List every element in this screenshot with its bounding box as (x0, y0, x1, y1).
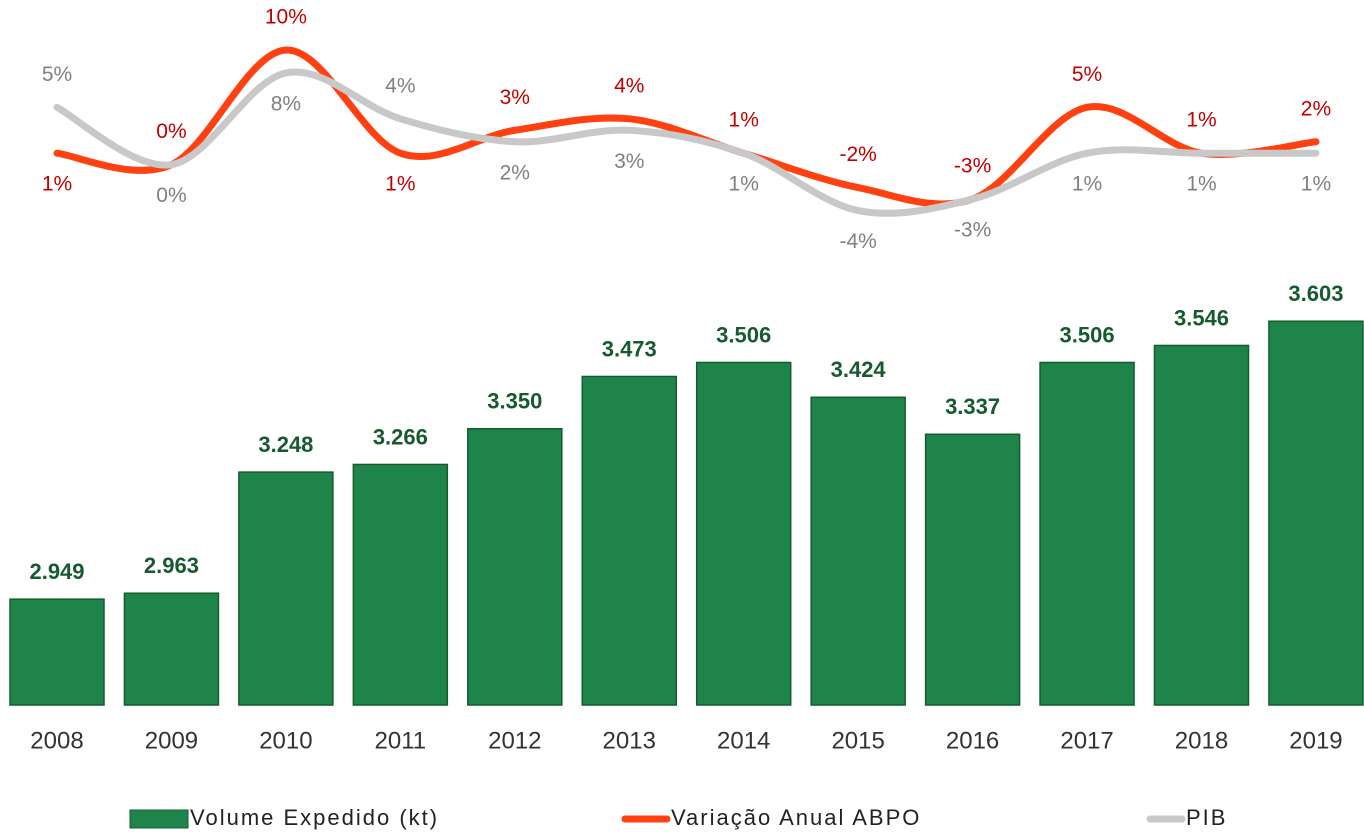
x-tick-label: 2019 (1289, 727, 1342, 754)
line-value-label: -3% (954, 155, 991, 178)
bar-value-label: 3.473 (602, 336, 657, 361)
line-value-label: 10% (265, 6, 307, 29)
bar-value-label: 2.963 (144, 553, 199, 578)
x-tick-label: 2016 (946, 727, 999, 754)
legend-label: PIB (1186, 805, 1227, 830)
line-value-label: 4% (385, 74, 415, 97)
line-value-label: 1% (1186, 173, 1216, 196)
line-value-label: 8% (271, 92, 301, 115)
x-tick-label: 2015 (831, 727, 884, 754)
line-value-label: 1% (1186, 109, 1216, 132)
bar-value-label: 3.546 (1174, 305, 1229, 330)
line-value-label: 0% (156, 184, 186, 207)
bar (123, 592, 220, 706)
x-tick-label: 2008 (30, 727, 83, 754)
line-value-label: -3% (954, 219, 991, 242)
bar-value-label: 3.350 (487, 389, 542, 414)
line-value-label: 1% (1301, 173, 1331, 196)
bar (695, 361, 792, 706)
line-value-label: 1% (729, 109, 759, 132)
x-tick-label: 2012 (488, 727, 541, 754)
bar (581, 375, 677, 706)
line-value-label: 2% (500, 161, 530, 184)
bar-value-label: 3.424 (831, 357, 887, 382)
bar-value-label: 3.506 (1060, 322, 1115, 347)
line-value-label: 3% (500, 86, 530, 109)
line-value-label: 1% (42, 173, 72, 196)
bar (1268, 320, 1364, 706)
line-value-label: 4% (614, 74, 644, 97)
bar (1153, 344, 1250, 706)
line-value-label: 3% (614, 150, 644, 173)
legend-label: Variação Anual ABPO (671, 805, 921, 830)
line-value-label: -4% (839, 230, 876, 253)
x-tick-label: 2014 (717, 727, 770, 754)
x-tick-label: 2013 (603, 727, 656, 754)
bar-value-label: 3.603 (1288, 281, 1343, 306)
x-tick-label: 2010 (259, 727, 312, 754)
line-value-label: 1% (1072, 173, 1102, 196)
legend-label: Volume Expedido (kt) (190, 805, 439, 830)
bar (924, 433, 1021, 706)
line-value-label: 1% (385, 173, 415, 196)
x-tick-label: 2011 (375, 727, 427, 754)
bar (238, 471, 334, 706)
bar-value-label: 3.248 (258, 432, 313, 457)
line-value-label: -2% (839, 143, 876, 166)
bar-value-label: 2.949 (29, 559, 84, 584)
bar (810, 396, 906, 706)
legend-swatch (129, 809, 189, 829)
line-value-label: 0% (156, 120, 186, 143)
bar-value-label: 3.266 (373, 424, 428, 449)
line-value-label: 5% (42, 63, 72, 86)
bar (1039, 361, 1135, 706)
bar (352, 463, 449, 706)
x-tick-label: 2009 (145, 727, 198, 754)
line-value-label: 2% (1301, 97, 1331, 120)
bar (9, 598, 105, 706)
line (53, 68, 1320, 217)
x-tick-label: 2018 (1175, 727, 1228, 754)
bar-value-label: 3.506 (716, 322, 771, 347)
bar (467, 428, 563, 706)
line-value-label: 5% (1072, 63, 1102, 86)
line (53, 46, 1320, 208)
line-value-label: 1% (729, 173, 759, 196)
bar-value-label: 3.337 (945, 394, 1000, 419)
x-tick-label: 2017 (1060, 727, 1113, 754)
